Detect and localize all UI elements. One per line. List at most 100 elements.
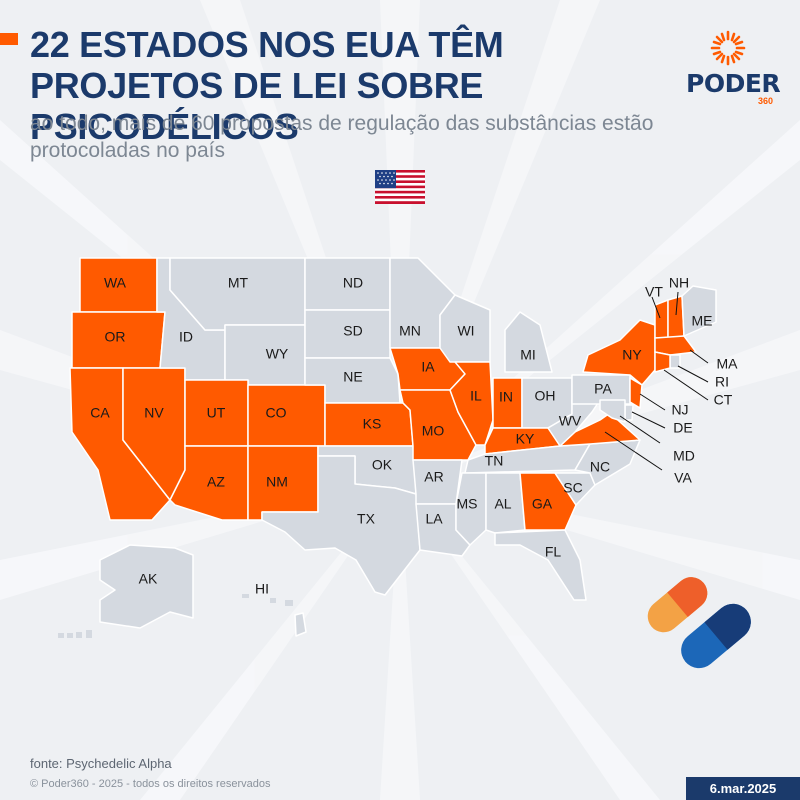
leader-line xyxy=(677,365,709,383)
state-shape xyxy=(654,351,671,373)
state-label: CA xyxy=(90,405,110,421)
state-MD: MD xyxy=(599,399,626,423)
sunburst-icon xyxy=(710,30,746,66)
callout-label: NH xyxy=(669,275,689,291)
state-shape xyxy=(504,311,553,373)
state-label: AZ xyxy=(207,474,225,490)
state-label: WY xyxy=(266,346,289,362)
state-label: NV xyxy=(144,405,164,421)
state-AZ: AZ xyxy=(169,445,249,521)
state-label: CO xyxy=(266,405,287,421)
state-label: SD xyxy=(343,323,362,339)
state-WV: WV xyxy=(547,399,601,447)
state-label: NY xyxy=(622,347,642,363)
state-shape xyxy=(261,455,421,596)
state-shape xyxy=(599,399,626,423)
callout-label: CT xyxy=(714,392,733,408)
state-PA: PA xyxy=(571,374,631,405)
ne-callouts: VT NH MA RI CT NJ DE MD VA xyxy=(604,275,739,486)
leader-line xyxy=(651,296,661,319)
callout-label: RI xyxy=(715,374,729,390)
state-shape xyxy=(247,384,326,447)
state-MT: MT xyxy=(169,257,306,331)
poder360-logo: PODER 360 xyxy=(684,28,784,108)
state-label: HI xyxy=(255,581,269,597)
state-label: MO xyxy=(422,423,445,439)
leader-line xyxy=(689,349,709,364)
state-label: AR xyxy=(424,469,443,485)
state-shape xyxy=(519,472,577,531)
state-label: KS xyxy=(363,416,382,432)
state-UT: UT xyxy=(184,379,249,447)
state-IL: IL xyxy=(449,361,494,446)
state-label: NC xyxy=(590,459,610,475)
state-label: TN xyxy=(485,453,504,469)
logo-wordmark: PODER xyxy=(686,69,781,98)
state-shape xyxy=(99,544,194,629)
state-label: OH xyxy=(535,388,556,404)
state-label: WV xyxy=(559,413,582,429)
state-WA: WA xyxy=(79,257,158,313)
state-SD: SD xyxy=(304,309,391,359)
state-KS: KS xyxy=(324,402,414,447)
state-shape xyxy=(571,374,631,405)
state-OH: OH xyxy=(521,377,573,429)
state-label: KY xyxy=(516,431,535,447)
leader-line xyxy=(639,393,666,411)
state-label: WA xyxy=(104,275,127,291)
state-shape xyxy=(681,285,717,337)
state-CO: CO xyxy=(247,384,326,447)
state-label: ND xyxy=(343,275,363,291)
state-MI: MI xyxy=(504,311,553,373)
state-shape xyxy=(629,377,643,409)
state-IN: IN xyxy=(492,377,523,429)
state-label: AL xyxy=(494,496,511,512)
state-shape xyxy=(294,612,307,637)
state-DE: DE xyxy=(624,404,634,421)
state-label: IN xyxy=(499,389,513,405)
leader-line xyxy=(663,369,709,401)
date-badge: 6.mar.2025 xyxy=(686,777,800,800)
state-shape xyxy=(449,361,494,446)
state-label: MS xyxy=(457,496,478,512)
state-shape xyxy=(547,399,601,447)
callout-label: DE xyxy=(673,420,692,436)
state-HI: HI xyxy=(255,581,307,637)
state-AK: AK xyxy=(99,544,194,629)
state-GA: GA xyxy=(519,472,577,531)
state-NY: NY xyxy=(582,319,656,386)
state-AR: AR xyxy=(412,459,463,505)
state-shape xyxy=(494,529,587,601)
state-MA: MA xyxy=(654,335,697,356)
state-label: NM xyxy=(266,474,288,490)
state-shape xyxy=(624,404,634,421)
state-label: LA xyxy=(425,511,443,527)
state-label: ID xyxy=(179,329,193,345)
callout-label: NJ xyxy=(671,402,688,418)
state-NJ: NJ xyxy=(629,377,643,409)
state-label: GA xyxy=(532,496,553,512)
state-TX: TX xyxy=(261,455,421,596)
state-label: OR xyxy=(105,329,126,345)
state-label: IL xyxy=(470,388,482,404)
callout-label: MD xyxy=(673,448,695,464)
us-flag-icon xyxy=(375,170,425,204)
state-label: NE xyxy=(343,369,362,385)
callout-label: VA xyxy=(674,470,692,486)
callout-label: VT xyxy=(645,284,663,300)
state-NM: NM xyxy=(247,445,319,521)
callout-label: MA xyxy=(717,356,739,372)
state-label: MN xyxy=(399,323,421,339)
page-title: 22 ESTADOS NOS EUA TÊM PROJETOS DE LEI S… xyxy=(30,24,504,147)
state-label: SC xyxy=(563,480,582,496)
state-label: IA xyxy=(421,359,435,375)
page-subtitle: ao todo, mais de 60 propostas de regulaç… xyxy=(30,112,654,162)
state-FL: FL xyxy=(494,529,587,601)
logo-number: 360 xyxy=(758,96,774,106)
leader-line xyxy=(675,291,679,316)
state-label: ME xyxy=(692,313,713,329)
state-VT: VT xyxy=(654,299,669,339)
state-CT: CT xyxy=(654,351,671,373)
state-OR: OR xyxy=(71,311,166,369)
